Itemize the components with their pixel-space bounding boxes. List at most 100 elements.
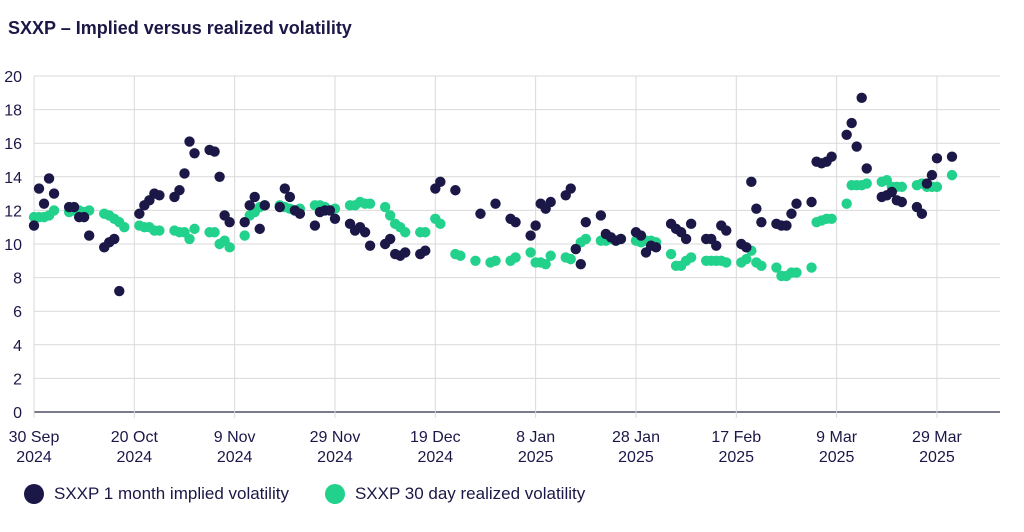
x-tick-label: 28 Jan xyxy=(612,429,660,446)
implied-vol-point xyxy=(846,117,857,129)
implied-vol-point xyxy=(274,201,286,213)
realized-vol-point xyxy=(184,233,195,245)
legend: SXXP 1 month implied volatility SXXP 30 … xyxy=(24,484,621,504)
x-tick-label-year: 2025 xyxy=(819,449,855,466)
x-tick-label: 20 Oct xyxy=(111,429,159,446)
realized-vol-point xyxy=(119,222,130,233)
implied-vol-point xyxy=(580,216,592,228)
implied-vol-point xyxy=(650,242,662,253)
implied-vol-point xyxy=(851,141,862,152)
implied-vol-point xyxy=(931,153,943,164)
x-tick-label: 17 Feb xyxy=(711,429,761,446)
realized-vol-point xyxy=(154,225,165,236)
implied-vol-point xyxy=(114,285,125,297)
realized-vol-point xyxy=(364,198,376,209)
realized-vol-point xyxy=(685,252,697,263)
legend-marker-implied xyxy=(24,484,44,504)
y-tick-label: 10 xyxy=(4,237,22,254)
implied-vol-point xyxy=(329,213,341,224)
realized-vol-point xyxy=(896,181,908,193)
y-tick-label: 0 xyxy=(13,405,22,422)
implied-vol-point xyxy=(83,230,95,241)
x-tick-label: 9 Nov xyxy=(214,429,256,446)
implied-vol-point xyxy=(781,220,792,231)
realized-vol-point xyxy=(841,198,852,209)
y-tick-label: 8 xyxy=(13,271,22,288)
realized-vol-point xyxy=(209,227,220,238)
realized-vol-point xyxy=(435,218,446,230)
x-axis: 30 Sep 2024 20 Oct 2024 9 Nov 2024 29 Nov 2024 1… xyxy=(9,429,963,466)
implied-vol-point xyxy=(28,220,40,231)
implied-vol-point xyxy=(189,148,200,159)
implied-vol-point xyxy=(926,169,938,181)
implied-vol-point xyxy=(244,200,255,211)
implied-vol-point xyxy=(711,240,722,251)
implied-vol-point xyxy=(635,230,647,241)
realized-vol-point xyxy=(741,253,752,265)
realized-vol-point xyxy=(665,248,677,260)
implied-vol-point xyxy=(179,168,190,179)
implied-vol-point xyxy=(359,227,371,238)
realized-vol-point xyxy=(224,242,235,253)
y-tick-label: 14 xyxy=(4,170,22,187)
realized-vol-point xyxy=(861,178,872,189)
y-tick-label: 20 xyxy=(4,69,22,86)
legend-item-realized: SXXP 30 day realized volatility xyxy=(324,484,585,504)
implied-vol-point xyxy=(78,211,90,223)
implied-vol-point xyxy=(786,208,797,219)
x-tick-label-year: 2025 xyxy=(618,449,654,466)
implied-vol-point xyxy=(685,218,697,230)
implied-vol-point xyxy=(134,208,145,219)
implied-vol-point xyxy=(545,196,556,208)
implied-vol-point xyxy=(324,205,336,216)
x-tick-label: 9 Mar xyxy=(816,429,858,446)
implied-vol-point xyxy=(530,220,541,231)
realized-vol-point xyxy=(545,250,556,261)
implied-vol-point xyxy=(239,216,250,228)
grid-lines xyxy=(33,75,1000,418)
realized-vol-point xyxy=(239,230,250,241)
volatility-scatter-chart: 0 2 4 6 8 10 12 14 16 18 20 30 Sep 2024 20 Oct 2024 9 … xyxy=(4,69,1000,466)
implied-vol-point xyxy=(791,198,802,209)
implied-vol-point xyxy=(751,203,762,214)
chart-title: SXXP – Implied versus realized volatilit… xyxy=(8,18,352,38)
implied-vol-point xyxy=(595,210,607,221)
implied-vol-point xyxy=(615,233,627,245)
implied-vol-point xyxy=(510,216,521,228)
realized-vol-point xyxy=(540,258,551,270)
realized-vol-point xyxy=(946,169,958,181)
implied-vol-point xyxy=(38,198,50,209)
implied-vol-point xyxy=(680,233,692,245)
implied-vol-point xyxy=(916,208,928,219)
realized-vol-point xyxy=(580,233,592,245)
data-points xyxy=(28,92,958,297)
y-tick-label: 16 xyxy=(4,136,22,153)
realized-vol-point xyxy=(826,213,837,224)
implied-vol-point xyxy=(741,242,752,253)
y-tick-label: 6 xyxy=(13,304,22,321)
implied-vol-point xyxy=(450,185,461,196)
x-tick-label-year: 2024 xyxy=(16,449,52,466)
implied-vol-point xyxy=(721,225,732,236)
y-tick-label: 18 xyxy=(4,103,22,120)
x-tick-label: 29 Nov xyxy=(310,429,361,446)
x-tick-label: 19 Dec xyxy=(410,429,461,446)
implied-vol-point xyxy=(294,208,306,219)
realized-vol-point xyxy=(806,262,817,273)
implied-vol-point xyxy=(896,196,908,208)
implied-vol-point xyxy=(279,183,291,194)
legend-marker-realized xyxy=(324,484,345,504)
implied-vol-point xyxy=(826,151,837,162)
realized-vol-point xyxy=(490,255,501,266)
implied-vol-point xyxy=(490,198,501,209)
realized-vol-point xyxy=(565,253,576,265)
x-tick-label-year: 2024 xyxy=(418,449,454,466)
implied-vol-point xyxy=(575,258,586,270)
implied-vol-point xyxy=(841,129,852,140)
implied-vol-point xyxy=(209,146,220,157)
realized-vol-point xyxy=(931,181,943,193)
realized-vol-point xyxy=(420,227,431,238)
realized-vol-point xyxy=(771,262,782,273)
y-tick-label: 4 xyxy=(13,338,22,355)
implied-vol-point xyxy=(525,230,536,241)
